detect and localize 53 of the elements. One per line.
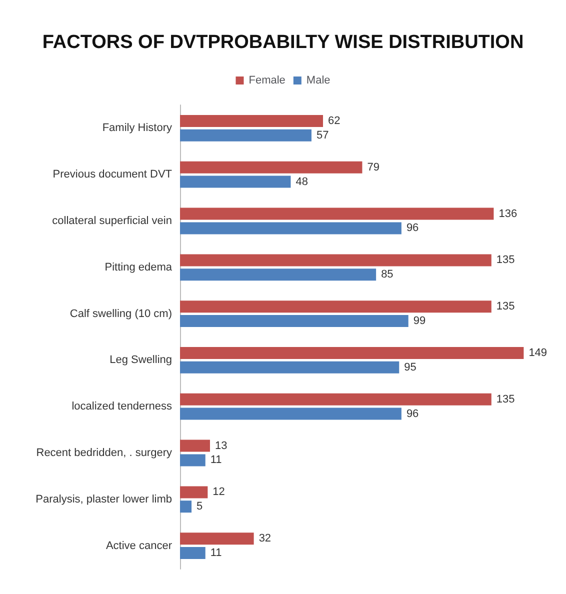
bar [180, 361, 400, 374]
data-label: 135 [496, 393, 515, 406]
bar [180, 440, 210, 452]
bar [180, 408, 402, 420]
data-label: 96 [406, 408, 419, 420]
data-label: 48 [296, 176, 308, 188]
bar [180, 176, 291, 188]
data-label: 99 [413, 315, 426, 327]
data-label: 136 [498, 208, 518, 220]
bar [180, 115, 324, 127]
bar [180, 129, 312, 142]
data-label: 11 [210, 454, 222, 466]
bar [180, 254, 492, 266]
y-tick-label: Previous document DVT [52, 168, 172, 181]
data-label: 79 [367, 161, 380, 174]
bar [180, 268, 376, 281]
bar [180, 315, 408, 327]
bar [180, 500, 192, 513]
chart-title: FACTORS OF DVTPROBABILTY WISE DISTRIBUTION [42, 32, 524, 53]
data-label: 5 [196, 500, 203, 513]
data-label: 135 [496, 254, 515, 266]
y-tick-label: Paralysis, plaster lower limb [36, 493, 172, 506]
bar [180, 222, 402, 234]
y-tick-label: Leg Swelling [110, 354, 172, 366]
data-label: 62 [328, 115, 340, 127]
y-tick-label: Active cancer [106, 540, 172, 552]
data-label: 32 [258, 532, 272, 545]
bar [180, 347, 524, 359]
bar [180, 208, 494, 220]
data-label: 85 [381, 268, 394, 281]
y-tick-label: localized tenderness [72, 400, 172, 413]
bar [180, 532, 254, 545]
y-tick-label: Calf swelling (10 cm) [70, 308, 172, 320]
data-label: 95 [404, 361, 416, 374]
y-tick-label: Family History [102, 122, 172, 134]
legend-label: Female [248, 74, 286, 86]
bar [180, 161, 362, 174]
y-tick-label: Pitting edema [104, 261, 173, 274]
data-label: 11 [210, 547, 222, 559]
data-label: 13 [214, 440, 228, 452]
data-label: 96 [406, 222, 419, 234]
bar [180, 300, 492, 313]
y-tick-label: Recent bedridden, . surgery [36, 447, 172, 459]
bar [180, 393, 492, 406]
data-label: 57 [316, 129, 329, 142]
legend-label: Male [306, 74, 330, 86]
bar [180, 486, 208, 498]
bar [180, 547, 206, 559]
data-label: 149 [528, 347, 548, 359]
bar [180, 454, 206, 466]
data-label: 12 [212, 486, 225, 498]
y-tick-label: collateral superficial vein [52, 215, 172, 227]
data-label: 135 [496, 300, 515, 313]
